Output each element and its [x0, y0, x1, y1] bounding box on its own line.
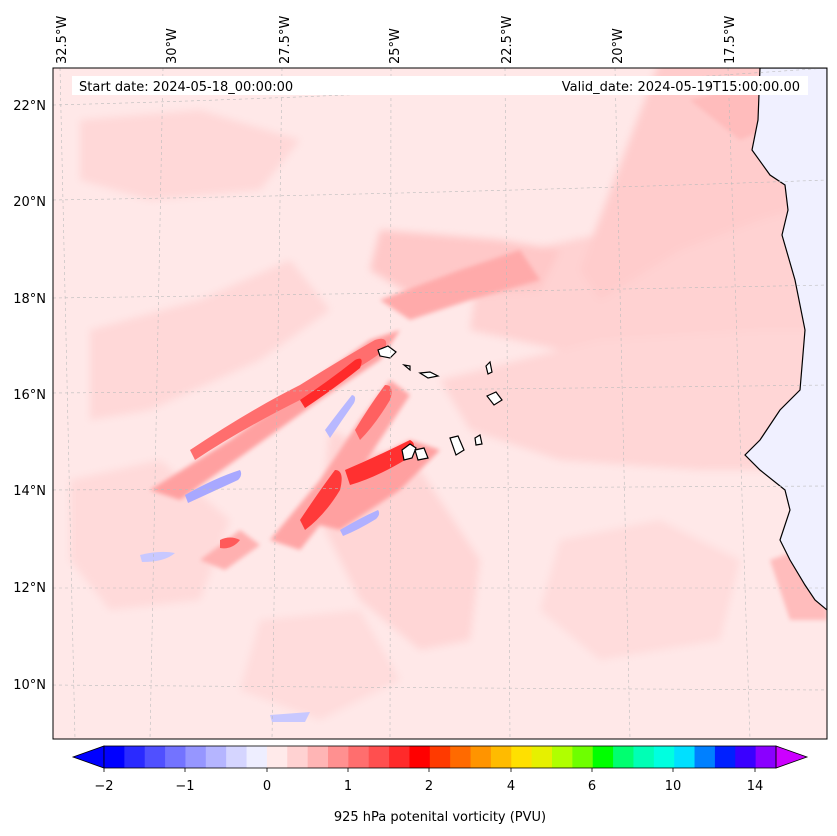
lat-label-4: 16°N [13, 388, 46, 403]
map-panel [53, 68, 827, 739]
map-frame [52, 67, 828, 740]
colorbar-tick-label: −2 [94, 779, 113, 794]
colorbar-segment [328, 746, 349, 768]
colorbar-segment [572, 746, 594, 768]
colorbar-tick-label: 10 [665, 779, 682, 794]
colorbar-tick-label: 1 [344, 779, 352, 794]
colorbar-tick-label: 2 [425, 779, 433, 794]
lon-label-4: 25°W [388, 28, 403, 64]
colorbar-segment [124, 746, 146, 768]
colorbar-segment [246, 746, 268, 768]
lon-label-7: 17.5°W [723, 16, 738, 64]
colorbar-segment [409, 746, 431, 768]
lon-label-3: 27.5°W [278, 16, 293, 64]
colorbar-title: 925 hPa potenital vorticity (PVU) [334, 810, 546, 825]
colorbar-segment [714, 746, 736, 768]
colorbar-ticks: −2 −1 0 1 2 4 6 10 14 [94, 768, 763, 794]
colorbar-segment [755, 746, 777, 768]
colorbar-segment [490, 746, 512, 768]
africa-land [744, 68, 827, 611]
lon-label-2: 30°W [165, 28, 180, 64]
info-bar [72, 76, 808, 95]
lon-label-1: 32.5°W [55, 16, 70, 64]
colorbar-segment [205, 746, 227, 768]
colorbar-segment [531, 746, 553, 768]
lat-label-6: 12°N [13, 581, 46, 596]
colorbar-segments [104, 746, 777, 768]
graticule [53, 68, 827, 739]
colorbar-segment [266, 746, 288, 768]
lon-label-5: 22.5°W [500, 16, 515, 64]
pv-field-strong [190, 338, 414, 549]
colorbar-segment [694, 746, 716, 768]
start-date: Start date: 2024-05-18_00:00:00 [79, 80, 293, 95]
colorbar-segment [511, 746, 533, 768]
colorbar-segment [104, 746, 125, 768]
colorbar-segment [592, 746, 614, 768]
lat-label-3: 18°N [13, 292, 46, 307]
colorbar-min-extend [71, 745, 105, 769]
colorbar-segment [552, 746, 573, 768]
colorbar-segment [613, 746, 634, 768]
lat-label-7: 10°N [13, 678, 46, 693]
colorbar-segment [165, 746, 186, 768]
colorbar-segment [287, 746, 309, 768]
valid-date: Valid_date: 2024-05-19T15:00:00.00 [562, 80, 800, 95]
lat-label-1: 22°N [13, 99, 46, 114]
lat-label-2: 20°N [13, 195, 46, 210]
pv-field-negative [140, 395, 380, 722]
colorbar-tick-label: 14 [747, 779, 764, 794]
colorbar-segment [674, 746, 696, 768]
colorbar-segment [735, 746, 757, 768]
colorbar-segment [185, 746, 207, 768]
colorbar-tick-label: 4 [507, 779, 515, 794]
colorbar-tick-label: 0 [263, 779, 271, 794]
latitude-labels: 22°N 20°N 18°N 16°N 14°N 12°N 10°N [13, 99, 46, 693]
colorbar-tick-label: −1 [175, 779, 194, 794]
longitude-labels: 32.5°W 30°W 27.5°W 25°W 22.5°W 20°W 17.5… [55, 16, 738, 64]
colorbar-segment [368, 746, 390, 768]
cape-verde-islands [377, 345, 503, 461]
lon-label-6: 20°W [611, 28, 626, 64]
colorbar-segment [144, 746, 166, 768]
lat-label-5: 14°N [13, 484, 46, 499]
colorbar-segment [348, 746, 370, 768]
colorbar-segment [389, 746, 410, 768]
colorbar-segment [307, 746, 329, 768]
colorbar-segment [450, 746, 472, 768]
colorbar-segment [633, 746, 655, 768]
colorbar-tick-label: 6 [588, 779, 596, 794]
colorbar: −2 −1 0 1 2 4 6 10 14 925 hPa potenital vorticit… [71, 745, 809, 825]
colorbar-segment [653, 746, 675, 768]
colorbar-segment [470, 746, 492, 768]
colorbar-segment [226, 746, 248, 768]
colorbar-frame [103, 745, 777, 769]
colorbar-segment [429, 746, 451, 768]
colorbar-max-extend [775, 745, 809, 769]
